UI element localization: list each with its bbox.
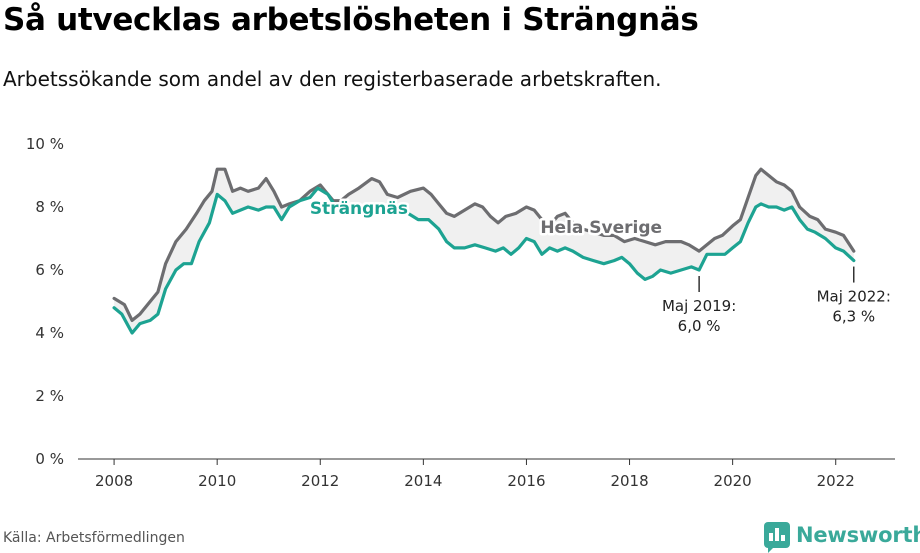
brand-logo: Newsworthy (764, 520, 920, 553)
y-tick-label: 0 % (35, 450, 64, 468)
page-subtitle: Arbetssökande som andel av den registerb… (3, 67, 662, 91)
series-gap-area (114, 169, 854, 333)
annotation-text: 6,3 % (832, 308, 875, 326)
page-title: Så utvecklas arbetslösheten i Strängnäs (3, 2, 699, 38)
x-tick-label: 2020 (714, 472, 752, 490)
x-tick-label: 2008 (95, 472, 133, 490)
y-tick-label: 2 % (35, 387, 64, 405)
brand-name: Newsworthy (796, 523, 920, 547)
annotation-text: Maj 2022: (817, 288, 891, 306)
series-label-strangnas: Strängnäs (310, 199, 408, 219)
x-tick-label: 2018 (610, 472, 648, 490)
x-tick-label: 2012 (301, 472, 339, 490)
y-tick-label: 10 % (26, 135, 64, 153)
y-tick-label: 4 % (35, 324, 64, 342)
annotation-text: 6,0 % (678, 317, 721, 335)
x-tick-label: 2010 (198, 472, 236, 490)
x-tick-label: 2016 (507, 472, 545, 490)
series-line-hela-sverige (112, 167, 856, 322)
y-tick-label: 6 % (35, 261, 64, 279)
annotation-text: Maj 2019: (662, 297, 736, 315)
unemployment-line-chart: 2008 2010 2012 2014 2016 2018 2020 2022 0 % 2 % 4 … (26, 135, 895, 490)
series-label-hela-sverige: Hela Sverige (540, 218, 662, 238)
x-tick-label: 2022 (817, 472, 855, 490)
x-tick-label: 2014 (404, 472, 442, 490)
series-line-strangnas (112, 186, 856, 335)
y-tick-label: 8 % (35, 198, 64, 216)
source-note: Källa: Arbetsförmedlingen (3, 530, 185, 546)
newsworthy-chart-icon (764, 522, 790, 553)
